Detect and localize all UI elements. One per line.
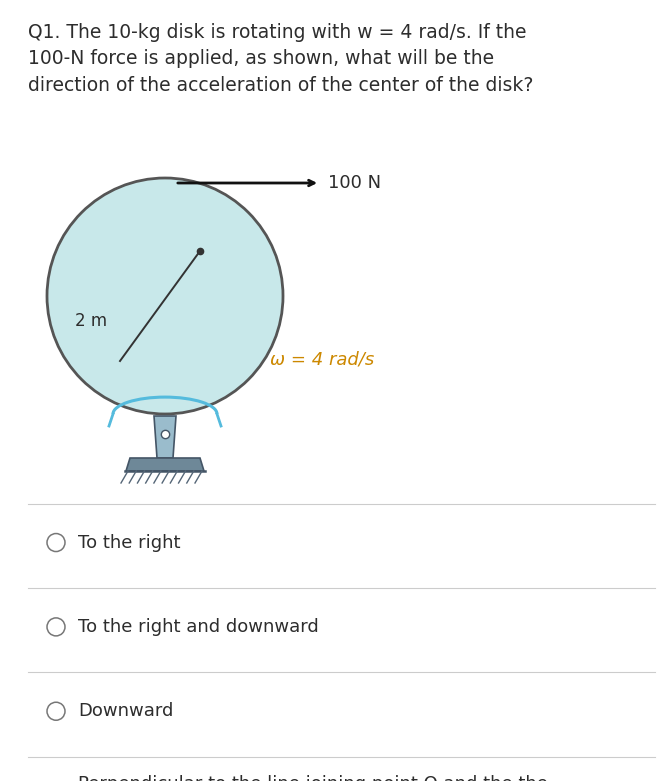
Circle shape xyxy=(47,178,283,414)
Text: To the right and downward: To the right and downward xyxy=(78,618,319,636)
Text: 2 m: 2 m xyxy=(75,312,107,330)
Text: To the right: To the right xyxy=(78,533,180,551)
Polygon shape xyxy=(154,416,176,458)
Text: 100 N: 100 N xyxy=(328,174,381,192)
Circle shape xyxy=(47,702,65,720)
Text: Q1. The 10-kg disk is rotating with w = 4 rad/s. If the
100-N force is applied, : Q1. The 10-kg disk is rotating with w = … xyxy=(28,23,533,95)
Polygon shape xyxy=(126,458,204,471)
Text: Perpendicular to the line joining point O and the the
force: Perpendicular to the line joining point … xyxy=(78,775,548,781)
Text: ω = 4 rad/s: ω = 4 rad/s xyxy=(270,350,375,368)
Circle shape xyxy=(47,533,65,551)
Text: Downward: Downward xyxy=(78,702,174,720)
Circle shape xyxy=(47,618,65,636)
